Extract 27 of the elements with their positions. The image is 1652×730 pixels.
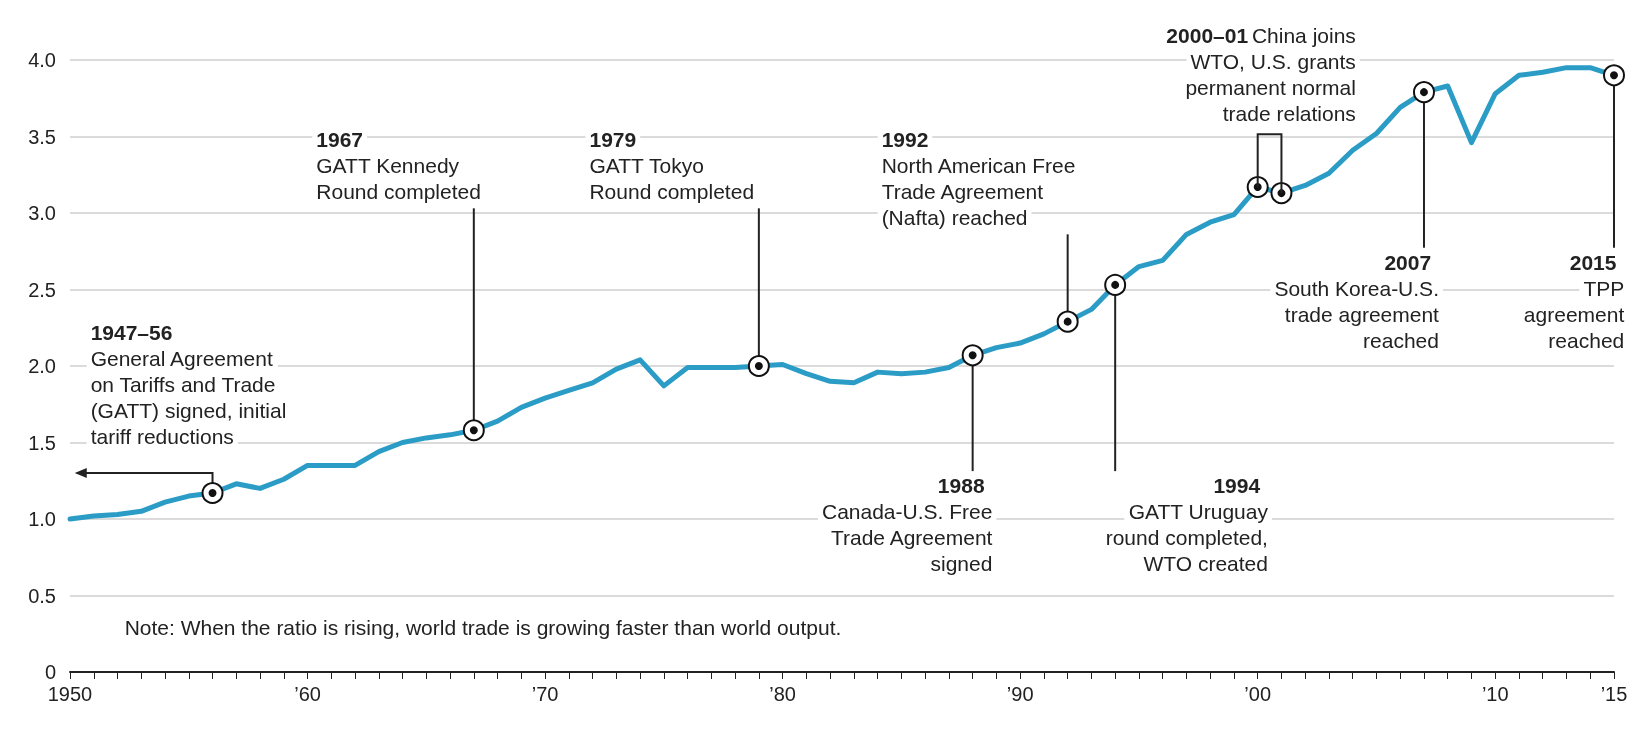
annotation: 1994 GATT Uruguay round completed, WTO created [1105, 474, 1269, 576]
annotation: 1992 North American Free Trade Agreement (Nafta) reached [881, 128, 1076, 230]
y-tick-label: 1.0 [28, 508, 56, 530]
annotation: Note: When the ratio is rising, world trade is growing faster than world output. [124, 615, 842, 639]
annotation: 1967 GATT Kennedy Round completed [316, 128, 481, 204]
y-tick-label: 2.5 [28, 278, 56, 301]
y-tick-label: 0.5 [28, 584, 56, 607]
annotation: 2000–01 China joins WTO, U.S. grants permanent normal trade relations [1166, 24, 1356, 126]
annotation: 1979 GATT Tokyo Round completed [589, 128, 755, 204]
y-tick-label: 1.5 [28, 431, 56, 454]
x-tick-label: ’00 [1244, 683, 1272, 705]
annotation: 1947–56 General Agreement on Tariffs and Trade (GATT) signed, initial tariff reductions [90, 321, 287, 449]
x-tick-label: ’80 [769, 683, 796, 705]
x-tick-label: ’10 [1481, 683, 1509, 705]
annotation: 2015 TPP agreement reached [1523, 250, 1625, 352]
annotation: 1988 Canada-U.S. Free Trade Agreement signed [821, 474, 993, 576]
annotation: 2007 South Korea-U.S. trade agreement reached [1274, 250, 1440, 352]
x-tick-label: ’60 [294, 683, 321, 705]
y-tick-label: 4.0 [28, 49, 56, 71]
y-tick-label: 3.5 [28, 125, 56, 148]
x-tick-label: 1950 [47, 683, 93, 705]
y-tick-label: 2.0 [28, 355, 56, 377]
y-tick-label: 3.0 [28, 202, 56, 224]
y-tick-label: 0 [44, 661, 56, 683]
x-tick-label: ’15 [1600, 683, 1628, 705]
x-tick-label: ’70 [531, 683, 559, 705]
x-tick-label: ’90 [1006, 683, 1034, 705]
